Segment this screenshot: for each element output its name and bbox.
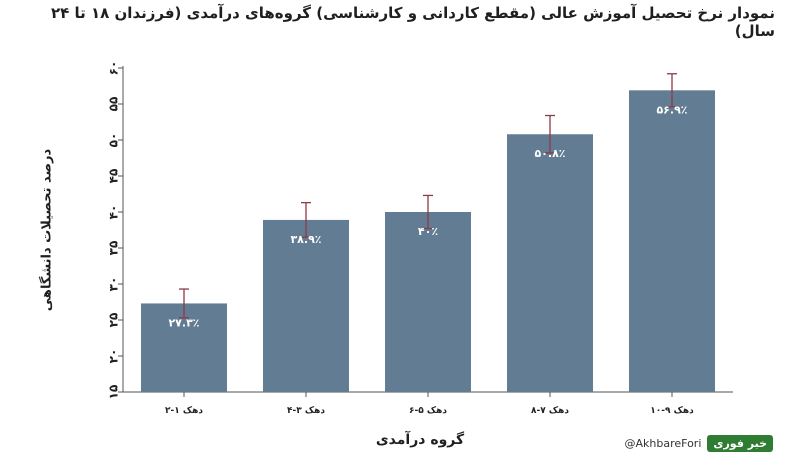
y-tick-label: ۲۵ [107,313,121,328]
watermark-logo: خبر فوری [707,435,773,452]
y-tick-label: ۶۰ [107,61,121,76]
y-tick-label: ۳۰ [107,277,121,292]
y-tick-label: ۲۰ [107,349,121,364]
watermark-handle: @AkhbareFori [624,437,702,450]
data-label: ۲۷.۳٪ [168,316,199,329]
bar [507,134,593,393]
y-tick-label: ۵۰ [107,133,121,148]
data-label: ۵۶.۹٪ [656,103,687,116]
chart-title: نمودار نرخ تحصیل آموزش عالی (مقطع کاردان… [50,4,775,40]
data-label: ۳۸.۹٪ [290,233,321,246]
bar [629,90,715,392]
x-tick-label: دهک ۹-۱۰ [650,406,694,416]
y-tick-label: ۵۵ [107,97,121,112]
y-axis-label: درصد تحصیلات دانشگاهی [39,148,55,312]
bar [263,219,349,392]
x-tick-label: دهک ۳-۴ [287,406,325,416]
x-tick-label: دهک ۵-۶ [409,406,447,416]
y-tick-label: ۴۰ [107,205,121,220]
x-tick-label: دهک ۷-۸ [531,406,569,416]
y-tick-label: ۳۵ [107,241,121,256]
x-axis-label: گروه درآمدی [375,432,465,448]
y-tick-label: ۱۵ [107,385,121,400]
data-label: ۴۰٪ [418,225,438,238]
y-tick-label: ۴۵ [107,169,121,184]
bar [385,212,471,392]
data-label: ۵۰.۸٪ [534,147,565,160]
x-tick-label: دهک ۱-۲ [165,406,203,416]
watermark: @AkhbareFori خبر فوری [624,435,773,452]
